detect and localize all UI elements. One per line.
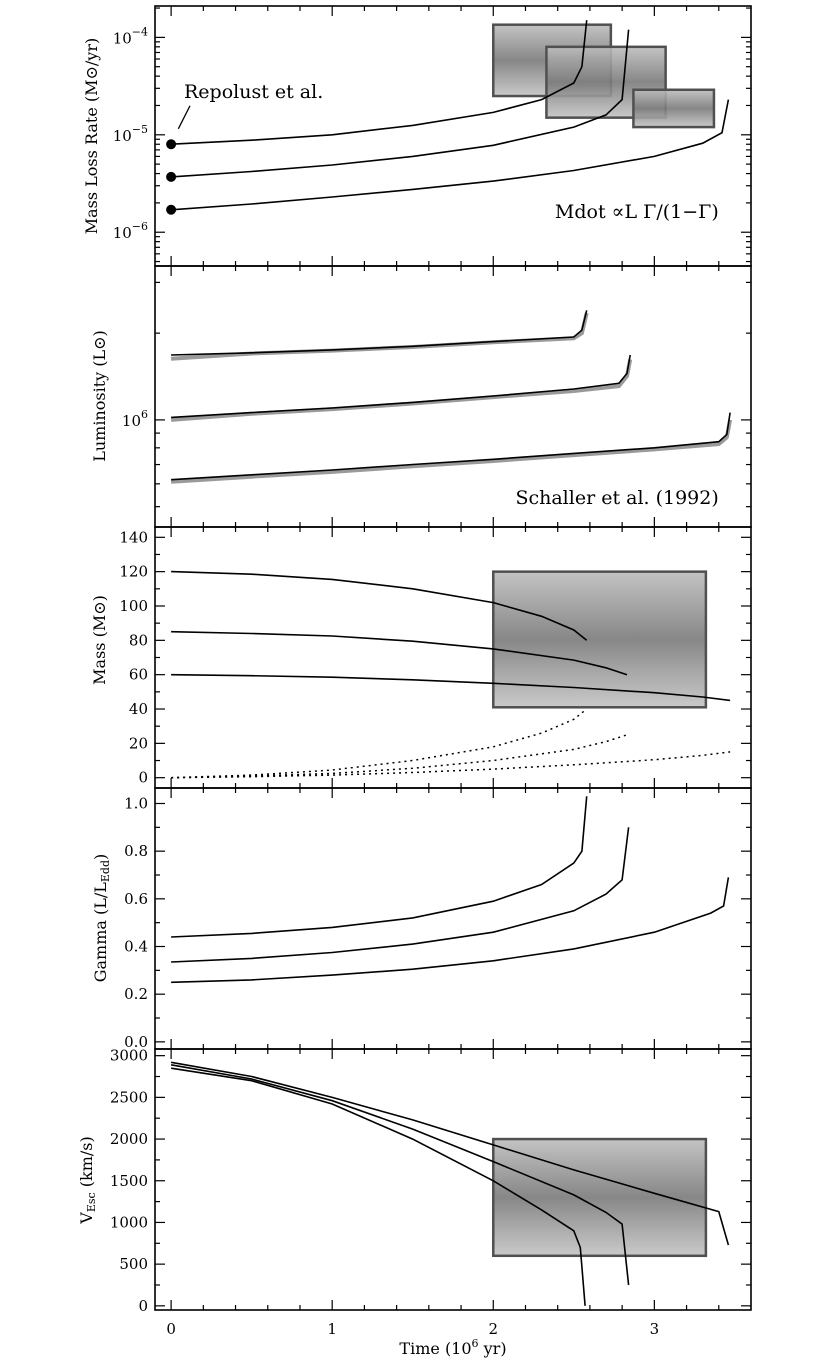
y-tick-labels: 0 500 1000 1500 2000 2500 3000 (110, 1047, 148, 1315)
x-tick-label: 0 (166, 1320, 176, 1338)
axis-ticks (155, 527, 751, 788)
model-track (171, 827, 630, 963)
reference-track (170, 359, 633, 422)
x-axis-label: Time (106 yr) (399, 1337, 506, 1358)
y-tick-label: 140 (119, 528, 148, 546)
model-track (171, 630, 628, 676)
model-track (171, 673, 731, 702)
y-tick-label: 10−6 (113, 220, 148, 242)
y-tick-label: 0 (138, 769, 148, 787)
y-tick-label: 120 (119, 563, 148, 581)
model-track (170, 1061, 730, 1246)
y-tick-label: 2000 (110, 1130, 148, 1148)
data-point (166, 171, 177, 182)
observation-box (492, 1137, 708, 1258)
y-tick-label: 10−5 (113, 123, 148, 145)
model-track (171, 877, 730, 984)
y-axis-label: Mass Loss Rate (M⊙/yr) (82, 38, 101, 235)
observation-boxes (492, 23, 716, 129)
panel-mass: 0 20 40 60 80 100 120 140 Mass (M⊙) (90, 526, 752, 789)
annotation-label: Mdot ∝L Γ/(1−Γ) (555, 201, 719, 223)
y-tick-label: 0 (138, 1297, 148, 1315)
annotation-pointer (177, 105, 191, 130)
axis-ticks (155, 6, 751, 266)
mass-lost-track (171, 734, 628, 779)
y-tick-label: 3000 (110, 1047, 148, 1065)
y-tick-label: 1000 (110, 1213, 148, 1231)
y-axis-label: Gamma (L/LEdd) (91, 854, 112, 983)
y-tick-label: 80 (129, 631, 148, 649)
mass-lost-track (171, 751, 731, 779)
model-tracks (171, 570, 731, 779)
reference-track (170, 419, 733, 484)
panel-frame (154, 787, 752, 1050)
axis-ticks (155, 266, 751, 527)
model-track (171, 354, 631, 419)
y-tick-label: 106 (122, 408, 148, 430)
annotation-label: Repolust et al. (184, 81, 323, 103)
axis-ticks (155, 788, 751, 1049)
data-point (166, 204, 177, 215)
y-tick-label: 40 (129, 700, 148, 718)
observation-box (492, 570, 708, 709)
y-tick-label: 20 (129, 734, 148, 752)
panel-mass-loss-rate: 10−6 10−5 10−4 Repolust et al. Mdot ∝L Γ/(1… (82, 5, 752, 267)
observation-box (632, 88, 716, 129)
y-tick-labels: 10−6 10−5 10−4 (113, 25, 148, 242)
y-tick-label: 0.0 (124, 1033, 148, 1051)
y-tick-label: 500 (119, 1255, 148, 1273)
model-track (171, 29, 630, 178)
x-tick-label: 1 (327, 1320, 337, 1338)
annotations: Repolust et al. Mdot ∝L Γ/(1−Γ) (177, 81, 719, 223)
y-tick-label: 100 (119, 597, 148, 615)
y-tick-label: 0.8 (124, 842, 148, 860)
y-tick-labels: 0 20 40 60 80 100 120 140 (119, 528, 148, 786)
x-tick-label: 2 (488, 1320, 498, 1338)
y-axis-label: Mass (M⊙) (90, 595, 109, 685)
y-tick-label: 1500 (110, 1172, 148, 1190)
model-track (171, 310, 588, 356)
annotation-label: Schaller et al. (1992) (515, 487, 718, 509)
y-axis-label: VEsc (km/s) (77, 1136, 98, 1224)
model-track (171, 20, 588, 145)
panel-luminosity: 106 Schaller et al. (1992) Luminosity (L… (90, 265, 752, 528)
panel-gamma: 0.0 0.2 0.4 0.6 0.8 1.0 Gamma (L/LEdd) (91, 787, 752, 1051)
model-track (171, 796, 588, 938)
model-tracks (171, 796, 730, 984)
panel-frame (154, 1048, 752, 1311)
y-tick-label: 2500 (110, 1088, 148, 1106)
model-track (170, 1064, 630, 1286)
observation-boxes (492, 570, 708, 709)
y-tick-label: 60 (129, 666, 148, 684)
mass-lost-track (171, 708, 588, 779)
y-tick-label: 0.4 (124, 938, 148, 956)
model-track (171, 570, 588, 641)
y-tick-label: 1.0 (124, 794, 148, 812)
data-point (166, 139, 177, 150)
y-tick-label: 10−4 (113, 25, 148, 47)
annotations: Schaller et al. (1992) (515, 487, 718, 509)
axis-ticks (155, 1049, 751, 1310)
observation-boxes (492, 1137, 708, 1258)
y-tick-labels: 106 (122, 408, 148, 430)
y-tick-labels: 0.0 0.2 0.4 0.6 0.8 1.0 (124, 794, 148, 1050)
model-track (170, 1067, 586, 1306)
model-tracks (170, 1061, 730, 1306)
x-tick-labels: 0 1 2 3 (166, 1320, 659, 1338)
y-tick-label: 0.2 (124, 985, 148, 1003)
model-tracks (166, 20, 730, 215)
model-track (171, 99, 730, 211)
model-track (171, 412, 731, 481)
panel-escape-velocity: 0 500 1000 1500 2000 2500 3000 0 1 2 3 VEsc (km/s… (77, 1047, 752, 1358)
x-tick-label: 3 (650, 1320, 660, 1338)
model-tracks (170, 310, 733, 484)
panel-frame (154, 5, 752, 267)
y-axis-label: Luminosity (L⊙) (90, 330, 109, 462)
reference-track (170, 312, 589, 361)
y-tick-label: 0.6 (124, 890, 148, 908)
